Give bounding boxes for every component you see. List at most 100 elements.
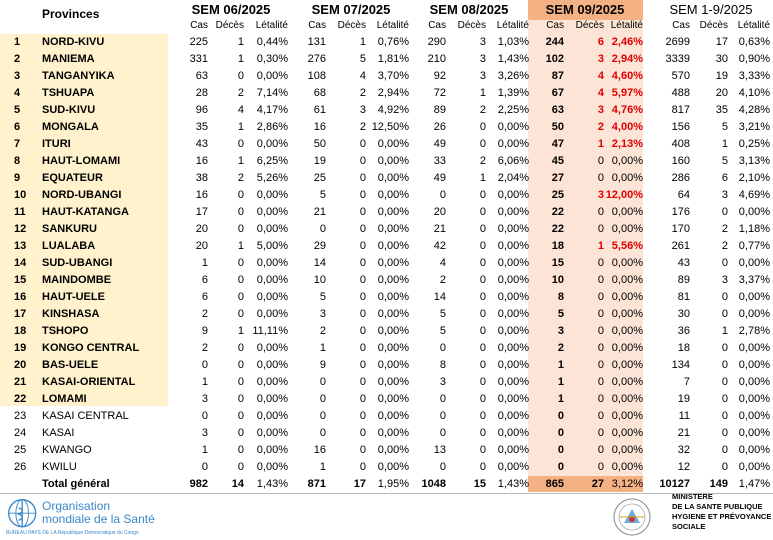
lethality-cell: 0,30% <box>246 51 288 68</box>
lethality-cell: 0,00% <box>246 374 288 391</box>
deaths-cell: 0 <box>328 221 366 238</box>
cases-cell: 1 <box>176 255 208 272</box>
province-name: KINSHASA <box>42 306 99 323</box>
cases-cell: 225 <box>176 34 208 51</box>
row-number: 15 <box>14 272 34 289</box>
lethality-cell: 0,00% <box>487 323 529 340</box>
cases-cell: 32 <box>652 442 690 459</box>
cases-cell: 22 <box>530 221 564 238</box>
deaths-cell: 0 <box>566 170 604 187</box>
cases-cell: 16 <box>296 442 326 459</box>
lethality-cell: 0,00% <box>246 391 288 408</box>
deaths-cell: 0 <box>210 408 244 425</box>
table-row: 23 KASAI CENTRAL 0 0 0,00% 0 0 0,00% 0 0 0,00% 0 0 0,… <box>0 408 773 425</box>
cases-cell: 35 <box>176 119 208 136</box>
total-lethality: 1,95% <box>367 476 409 492</box>
deaths-cell: 0 <box>210 204 244 221</box>
cases-cell: 3339 <box>652 51 690 68</box>
cases-cell: 47 <box>530 136 564 153</box>
deaths-cell: 0 <box>328 391 366 408</box>
lethality-cell: 7,14% <box>246 85 288 102</box>
lethality-cell: 0,00% <box>246 187 288 204</box>
cases-cell: 331 <box>176 51 208 68</box>
cases-cell: 68 <box>296 85 326 102</box>
deaths-cell: 0 <box>328 170 366 187</box>
lethality-cell: 3,26% <box>487 68 529 85</box>
province-name: SUD-KIVU <box>42 102 95 119</box>
lethality-cell: 5,56% <box>605 238 643 255</box>
deaths-cell: 0 <box>210 68 244 85</box>
deaths-cell: 0 <box>328 204 366 221</box>
deaths-cell: 0 <box>566 204 604 221</box>
cases-cell: 5 <box>530 306 564 323</box>
lethality-cell: 0,00% <box>367 187 409 204</box>
lethality-cell: 0,00% <box>605 442 643 459</box>
lethality-cell: 0,00% <box>367 442 409 459</box>
cases-cell: 19 <box>296 153 326 170</box>
lethality-cell: 0,00% <box>246 306 288 323</box>
lethality-cell: 0,00% <box>246 68 288 85</box>
deaths-cell: 4 <box>566 68 604 85</box>
cases-cell: 408 <box>652 136 690 153</box>
lethality-cell: 0,00% <box>246 357 288 374</box>
lethality-cell: 0,00% <box>246 425 288 442</box>
lethality-cell: 0,00% <box>605 459 643 476</box>
deaths-cell: 0 <box>692 459 728 476</box>
lethality-cell: 0,00% <box>487 187 529 204</box>
ministry-line: MINISTERE <box>672 492 771 502</box>
cases-cell: 43 <box>176 136 208 153</box>
deaths-cell: 2 <box>210 85 244 102</box>
province-name: KWILU <box>42 459 77 476</box>
row-number: 11 <box>14 204 34 221</box>
lethality-cell: 0,00% <box>730 357 770 374</box>
deaths-cell: 0 <box>328 289 366 306</box>
deaths-cell: 6 <box>566 34 604 51</box>
deaths-cell: 0 <box>210 442 244 459</box>
cases-cell: 16 <box>176 153 208 170</box>
deaths-cell: 0 <box>692 204 728 221</box>
row-number: 24 <box>14 425 34 442</box>
total-lethality: 1,47% <box>730 476 770 492</box>
who-country-office: BUREAU PAYS DE LA République Démocratiqu… <box>6 530 139 536</box>
cases-cell: 170 <box>652 221 690 238</box>
total-cases: 871 <box>296 476 326 492</box>
deaths-cell: 0 <box>692 425 728 442</box>
subheader-cas: Cas <box>530 20 564 32</box>
lethality-cell: 0,00% <box>487 408 529 425</box>
deaths-cell: 0 <box>448 272 486 289</box>
deaths-cell: 0 <box>210 136 244 153</box>
cases-cell: 4 <box>414 255 446 272</box>
deaths-cell: 1 <box>692 323 728 340</box>
footer-divider <box>0 493 773 494</box>
drc-seal-icon <box>612 497 652 537</box>
subheader-let: Létalité <box>246 20 288 32</box>
row-number: 6 <box>14 119 34 136</box>
deaths-cell: 0 <box>448 357 486 374</box>
cases-cell: 63 <box>530 102 564 119</box>
deaths-cell: 3 <box>448 51 486 68</box>
lethality-cell: 2,46% <box>605 34 643 51</box>
week-08-header: SEM 08/2025 <box>414 2 524 18</box>
cases-cell: 108 <box>296 68 326 85</box>
lethality-cell: 0,00% <box>605 221 643 238</box>
lethality-cell: 0,25% <box>730 136 770 153</box>
deaths-cell: 0 <box>566 357 604 374</box>
ministry-line: SOCIALE <box>672 522 771 532</box>
cases-cell: 28 <box>176 85 208 102</box>
deaths-cell: 0 <box>448 408 486 425</box>
cases-cell: 0 <box>530 442 564 459</box>
deaths-cell: 0 <box>566 153 604 170</box>
lethality-cell: 0,00% <box>367 204 409 221</box>
cases-cell: 6 <box>176 272 208 289</box>
subheader-let: Létalité <box>487 20 529 32</box>
lethality-cell: 0,00% <box>605 408 643 425</box>
deaths-cell: 5 <box>328 51 366 68</box>
row-number: 1 <box>14 34 34 51</box>
total-cases: 982 <box>176 476 208 492</box>
total-lethality: 1,43% <box>246 476 288 492</box>
cases-cell: 21 <box>296 204 326 221</box>
cases-cell: 3 <box>296 306 326 323</box>
table-row: 15 MAINDOMBE 6 0 0,00% 10 0 0,00% 2 0 0,00% 10 0 0,00… <box>0 272 773 289</box>
cases-cell: 1 <box>176 374 208 391</box>
deaths-cell: 2 <box>328 85 366 102</box>
